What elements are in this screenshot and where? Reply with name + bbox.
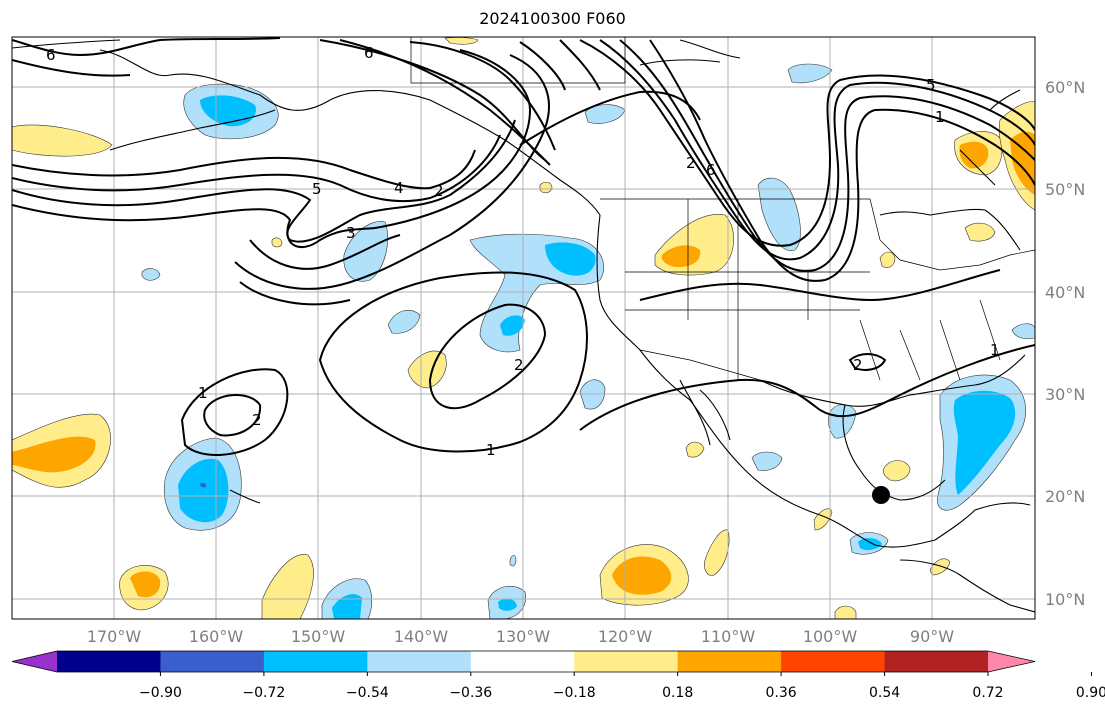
fill-negative [200, 483, 207, 488]
colorbar-segment [367, 651, 472, 672]
colorbar-segment [57, 651, 161, 672]
coastlines [12, 39, 1035, 613]
colorbar-segment [781, 651, 886, 672]
contour-labels: 6 6 5 4 2 3 5 6 1 2 2 1 2 1 2 1 [46, 44, 1000, 459]
fill-positive [12, 124, 113, 157]
fill-negative [545, 242, 596, 276]
contour-label: 4 [394, 179, 404, 197]
lon-label: 130°W [496, 627, 551, 646]
colorbar-tick-label: 0.72 [972, 685, 1003, 701]
lon-label: 160°W [189, 627, 244, 646]
lat-label: 40°N [1045, 283, 1085, 302]
fill-negative [387, 309, 421, 334]
lon-label: 150°W [291, 627, 346, 646]
fill-positive [834, 605, 857, 619]
fill-positive [879, 251, 896, 268]
fill-positive [612, 556, 672, 595]
colorbar-extend-max [988, 651, 1035, 672]
contour-label: 2 [686, 154, 696, 172]
lon-label: 170°W [87, 627, 142, 646]
colorbar-tick-label: −0.18 [553, 685, 596, 701]
colorbar-tick-label: 0.18 [662, 685, 693, 701]
fill-positive [959, 141, 989, 169]
contour-lines [12, 37, 1035, 456]
fill-negative [757, 177, 801, 251]
fill-positive [929, 558, 951, 576]
lon-label: 140°W [394, 627, 449, 646]
latitude-labels: 10°N 20°N 30°N 40°N 50°N 60°N [1045, 78, 1085, 609]
colorbar-extend-min [12, 651, 57, 672]
contour-label: 2 [853, 356, 863, 374]
fill-positive [444, 37, 479, 45]
fill-negative [332, 594, 362, 619]
colorbar: −0.90 −0.72 −0.54 −0.36 −0.18 0.18 0.36 0.54 0.7… [11, 650, 1105, 701]
fill-negative [498, 598, 517, 611]
colorbar-tick-label: −0.72 [242, 685, 285, 701]
colorbar-segment [160, 651, 265, 672]
fill-positive [685, 441, 705, 458]
fill-negative [858, 538, 882, 551]
lon-label: 100°W [803, 627, 858, 646]
fill-positive [882, 460, 911, 482]
contour-label: 5 [312, 180, 322, 198]
longitude-labels: 170°W 160°W 150°W 140°W 130°W 120°W 110°… [87, 627, 954, 646]
lon-label: 90°W [910, 627, 954, 646]
contour-label: 6 [364, 44, 374, 62]
fill-positive [704, 529, 730, 577]
fill-positive [271, 237, 283, 248]
contour-label: 1 [935, 108, 945, 126]
contour-label: 3 [346, 224, 356, 242]
graticule [12, 37, 1035, 619]
fill-positive [539, 181, 553, 194]
contour-label: 2 [514, 356, 524, 374]
colorbar-tick-label: −0.90 [139, 685, 182, 701]
contour-label: 5 [926, 76, 936, 94]
fill-positive [12, 436, 96, 473]
contour-label: 6 [706, 161, 716, 179]
lat-label: 50°N [1045, 180, 1085, 199]
colorbar-tick-label: 0.90 [1076, 685, 1105, 701]
lat-label: 10°N [1045, 590, 1085, 609]
fill-negative [751, 451, 783, 471]
fill-negative [787, 63, 833, 84]
storm-marker [872, 486, 890, 504]
fill-positive [1010, 131, 1035, 195]
fill-negative [1011, 323, 1035, 340]
colorbar-segment [470, 651, 575, 672]
fill-positive [964, 222, 996, 242]
lat-label: 30°N [1045, 385, 1085, 404]
contour-label: 1 [486, 441, 496, 459]
colorbar-segment [677, 651, 782, 672]
fill-negative [509, 555, 517, 567]
fill-negative [500, 315, 525, 336]
colorbar-tick-label: 0.54 [869, 685, 900, 701]
colorbar-outline [11, 650, 1036, 673]
lat-label: 20°N [1045, 487, 1085, 506]
fill-positive [261, 554, 314, 619]
lon-label: 110°W [701, 627, 756, 646]
colorbar-segment [574, 651, 679, 672]
colorbar-segment [263, 651, 368, 672]
fill-negative [141, 268, 161, 281]
colorbar-tick-label: −0.54 [346, 685, 389, 701]
contour-label: 2 [252, 411, 262, 429]
contour-label: 1 [198, 384, 208, 402]
fill-negative [200, 95, 256, 127]
contour-label: 1 [990, 341, 1000, 359]
map-frame [11, 36, 1036, 620]
lat-label: 60°N [1045, 78, 1085, 97]
colorbar-tick-label: 0.36 [766, 685, 797, 701]
contour-label: 6 [46, 46, 56, 64]
fill-negative [953, 390, 1016, 495]
colorbar-segment [884, 651, 989, 672]
map-title: 2024100300 F060 [479, 9, 626, 28]
fill-positive [130, 571, 161, 598]
lon-label: 120°W [598, 627, 653, 646]
colorbar-tick-label: −0.36 [449, 685, 492, 701]
fill-positive [661, 245, 701, 268]
contour-label: 2 [434, 182, 444, 200]
